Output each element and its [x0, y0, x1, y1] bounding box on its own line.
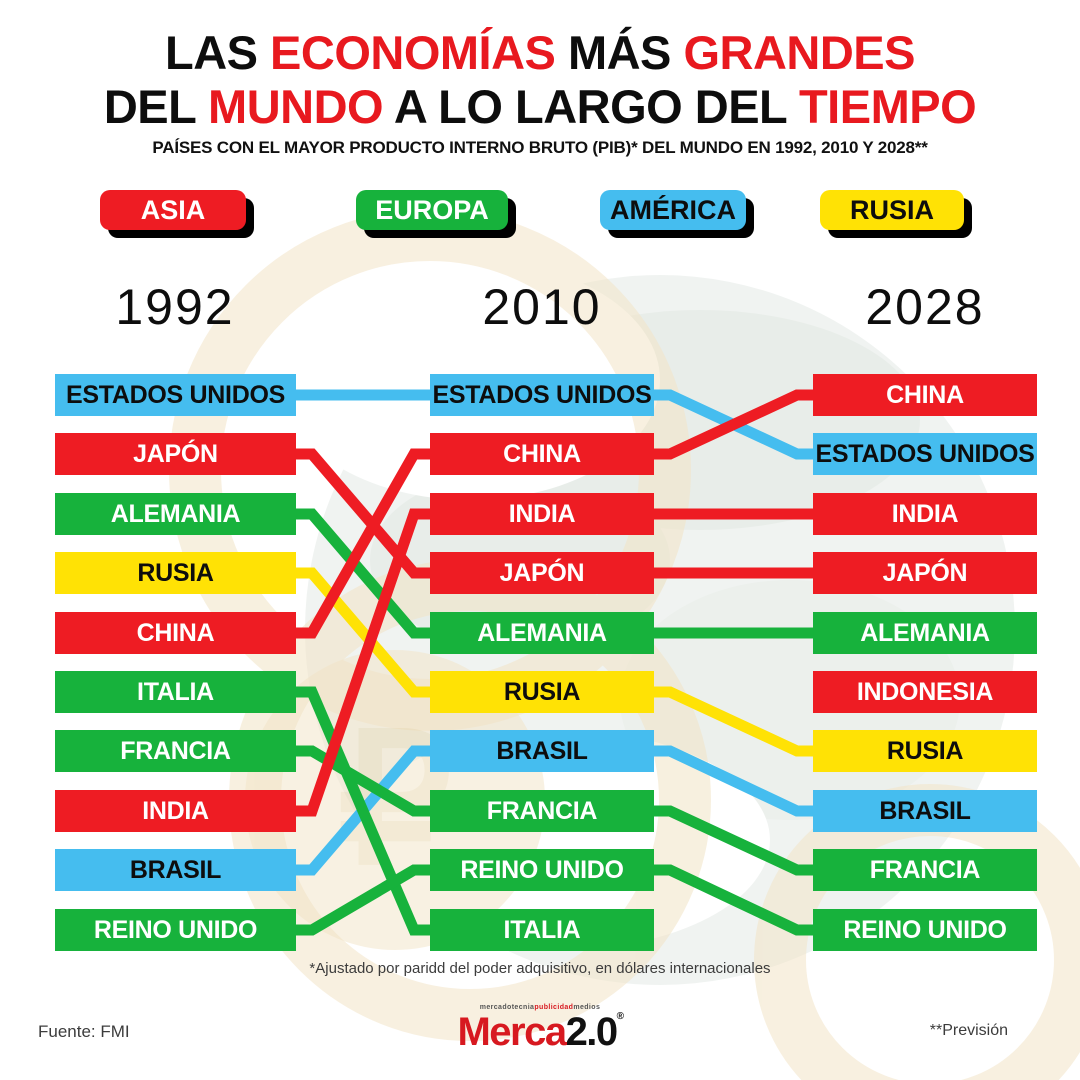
country-label: REINO UNIDO [460, 855, 624, 884]
country-row: ITALIA [55, 671, 296, 713]
country-label: RUSIA [503, 677, 581, 706]
rank-connector [296, 864, 430, 936]
country-label: ESTADOS UNIDOS [432, 380, 652, 409]
country-row: FRANCIA [813, 849, 1037, 891]
country-label: ITALIA [503, 915, 581, 944]
country-row: JAPÓN [813, 552, 1037, 594]
rank-connector [654, 389, 813, 460]
country-row: BRASIL [813, 790, 1037, 832]
country-row: ALEMANIA [55, 493, 296, 535]
page-title: LAS ECONOMÍAS MÁS GRANDES DEL MUNDO A LO… [0, 26, 1080, 134]
rank-connector [654, 864, 813, 936]
legend: ASIA EUROPA AMÉRICA RUSIA [0, 190, 1080, 236]
country-label: REINO UNIDO [843, 915, 1007, 944]
country-label: RUSIA [886, 736, 964, 765]
country-row: INDIA [55, 790, 296, 832]
country-row: ITALIA [430, 909, 654, 951]
legend-badge-rusia: RUSIA [820, 190, 964, 230]
country-label: INDIA [142, 796, 209, 825]
country-row: REINO UNIDO [55, 909, 296, 951]
country-row: CHINA [813, 374, 1037, 416]
source-label: Fuente: FMI [38, 1022, 130, 1041]
rank-connector [296, 745, 430, 817]
rank-connector [654, 686, 813, 757]
country-row: CHINA [430, 433, 654, 475]
country-row: FRANCIA [430, 790, 654, 832]
country-row: ALEMANIA [813, 612, 1037, 654]
legend-badge-europa: EUROPA [356, 190, 508, 230]
country-row: ALEMANIA [430, 612, 654, 654]
country-row: RUSIA [430, 671, 654, 713]
country-row: JAPÓN [430, 552, 654, 594]
country-row: REINO UNIDO [430, 849, 654, 891]
rank-connector [296, 686, 430, 936]
country-label: ITALIA [137, 677, 214, 706]
country-label: ALEMANIA [860, 618, 990, 647]
rank-connector [654, 745, 813, 817]
country-row: INDIA [430, 493, 654, 535]
rank-connector [654, 805, 813, 876]
country-label: JAPÓN [133, 439, 218, 468]
year-header-2010: 2010 [482, 279, 602, 335]
country-label: ALEMANIA [477, 618, 607, 647]
country-label: REINO UNIDO [93, 915, 258, 944]
country-row: RUSIA [55, 552, 296, 594]
country-row: REINO UNIDO [813, 909, 1037, 951]
logo-tagline: mercadotecniapublicidadmedios [479, 1004, 601, 1011]
title-line-1: LAS ECONOMÍAS MÁS GRANDES [164, 26, 916, 79]
country-row: ESTADOS UNIDOS [430, 374, 654, 416]
legend-badge-america: AMÉRICA [600, 190, 746, 230]
country-row: CHINA [55, 612, 296, 654]
rank-connector [296, 508, 430, 817]
country-label: FRANCIA [486, 796, 598, 825]
country-label: INDIA [508, 499, 576, 528]
merca20-logo: mercadotecniapublicidadmedios Merca2.0® [0, 1004, 1080, 1052]
country-label: RUSIA [137, 558, 214, 587]
country-row: BRASIL [55, 849, 296, 891]
country-row: JAPÓN [55, 433, 296, 475]
country-label: CHINA [503, 439, 581, 468]
country-label: CHINA [886, 380, 964, 409]
country-label: JAPÓN [499, 558, 585, 587]
country-label: FRANCIA [120, 736, 231, 765]
year-header-1992: 1992 [115, 279, 235, 335]
legend-badge-asia: ASIA [100, 190, 246, 230]
country-label: FRANCIA [869, 855, 981, 884]
country-row: ESTADOS UNIDOS [813, 433, 1037, 475]
country-label: INDONESIA [856, 677, 994, 706]
country-label: BRASIL [129, 855, 222, 884]
country-label: ALEMANIA [110, 499, 241, 528]
country-row: BRASIL [430, 730, 654, 772]
country-label: CHINA [136, 618, 215, 647]
country-label: BRASIL [879, 796, 971, 825]
rank-connector [296, 567, 430, 698]
subtitle: PAÍSES CON EL MAYOR PRODUCTO INTERNO BRU… [152, 138, 928, 157]
country-label: ESTADOS UNIDOS [66, 380, 285, 409]
forecast-note: **Previsión [929, 1022, 1008, 1039]
rank-connector [296, 448, 430, 579]
logo-wordmark: Merca2.0® [457, 1010, 624, 1054]
country-row: RUSIA [813, 730, 1037, 772]
title-line-2: DEL MUNDO A LO LARGO DEL TIEMPO [103, 80, 977, 133]
country-label: ESTADOS UNIDOS [815, 439, 1035, 468]
country-label: INDIA [891, 499, 959, 528]
country-row: INDONESIA [813, 671, 1037, 713]
country-label: BRASIL [496, 736, 588, 765]
footnote-ppp: *Ajustado por paridd del poder adquisiti… [309, 960, 771, 977]
country-label: JAPÓN [882, 558, 968, 587]
year-header-2028: 2028 [865, 279, 985, 335]
country-row: INDIA [813, 493, 1037, 535]
country-row: FRANCIA [55, 730, 296, 772]
rank-connector [296, 508, 430, 639]
rank-connector [296, 448, 430, 639]
country-row: ESTADOS UNIDOS [55, 374, 296, 416]
